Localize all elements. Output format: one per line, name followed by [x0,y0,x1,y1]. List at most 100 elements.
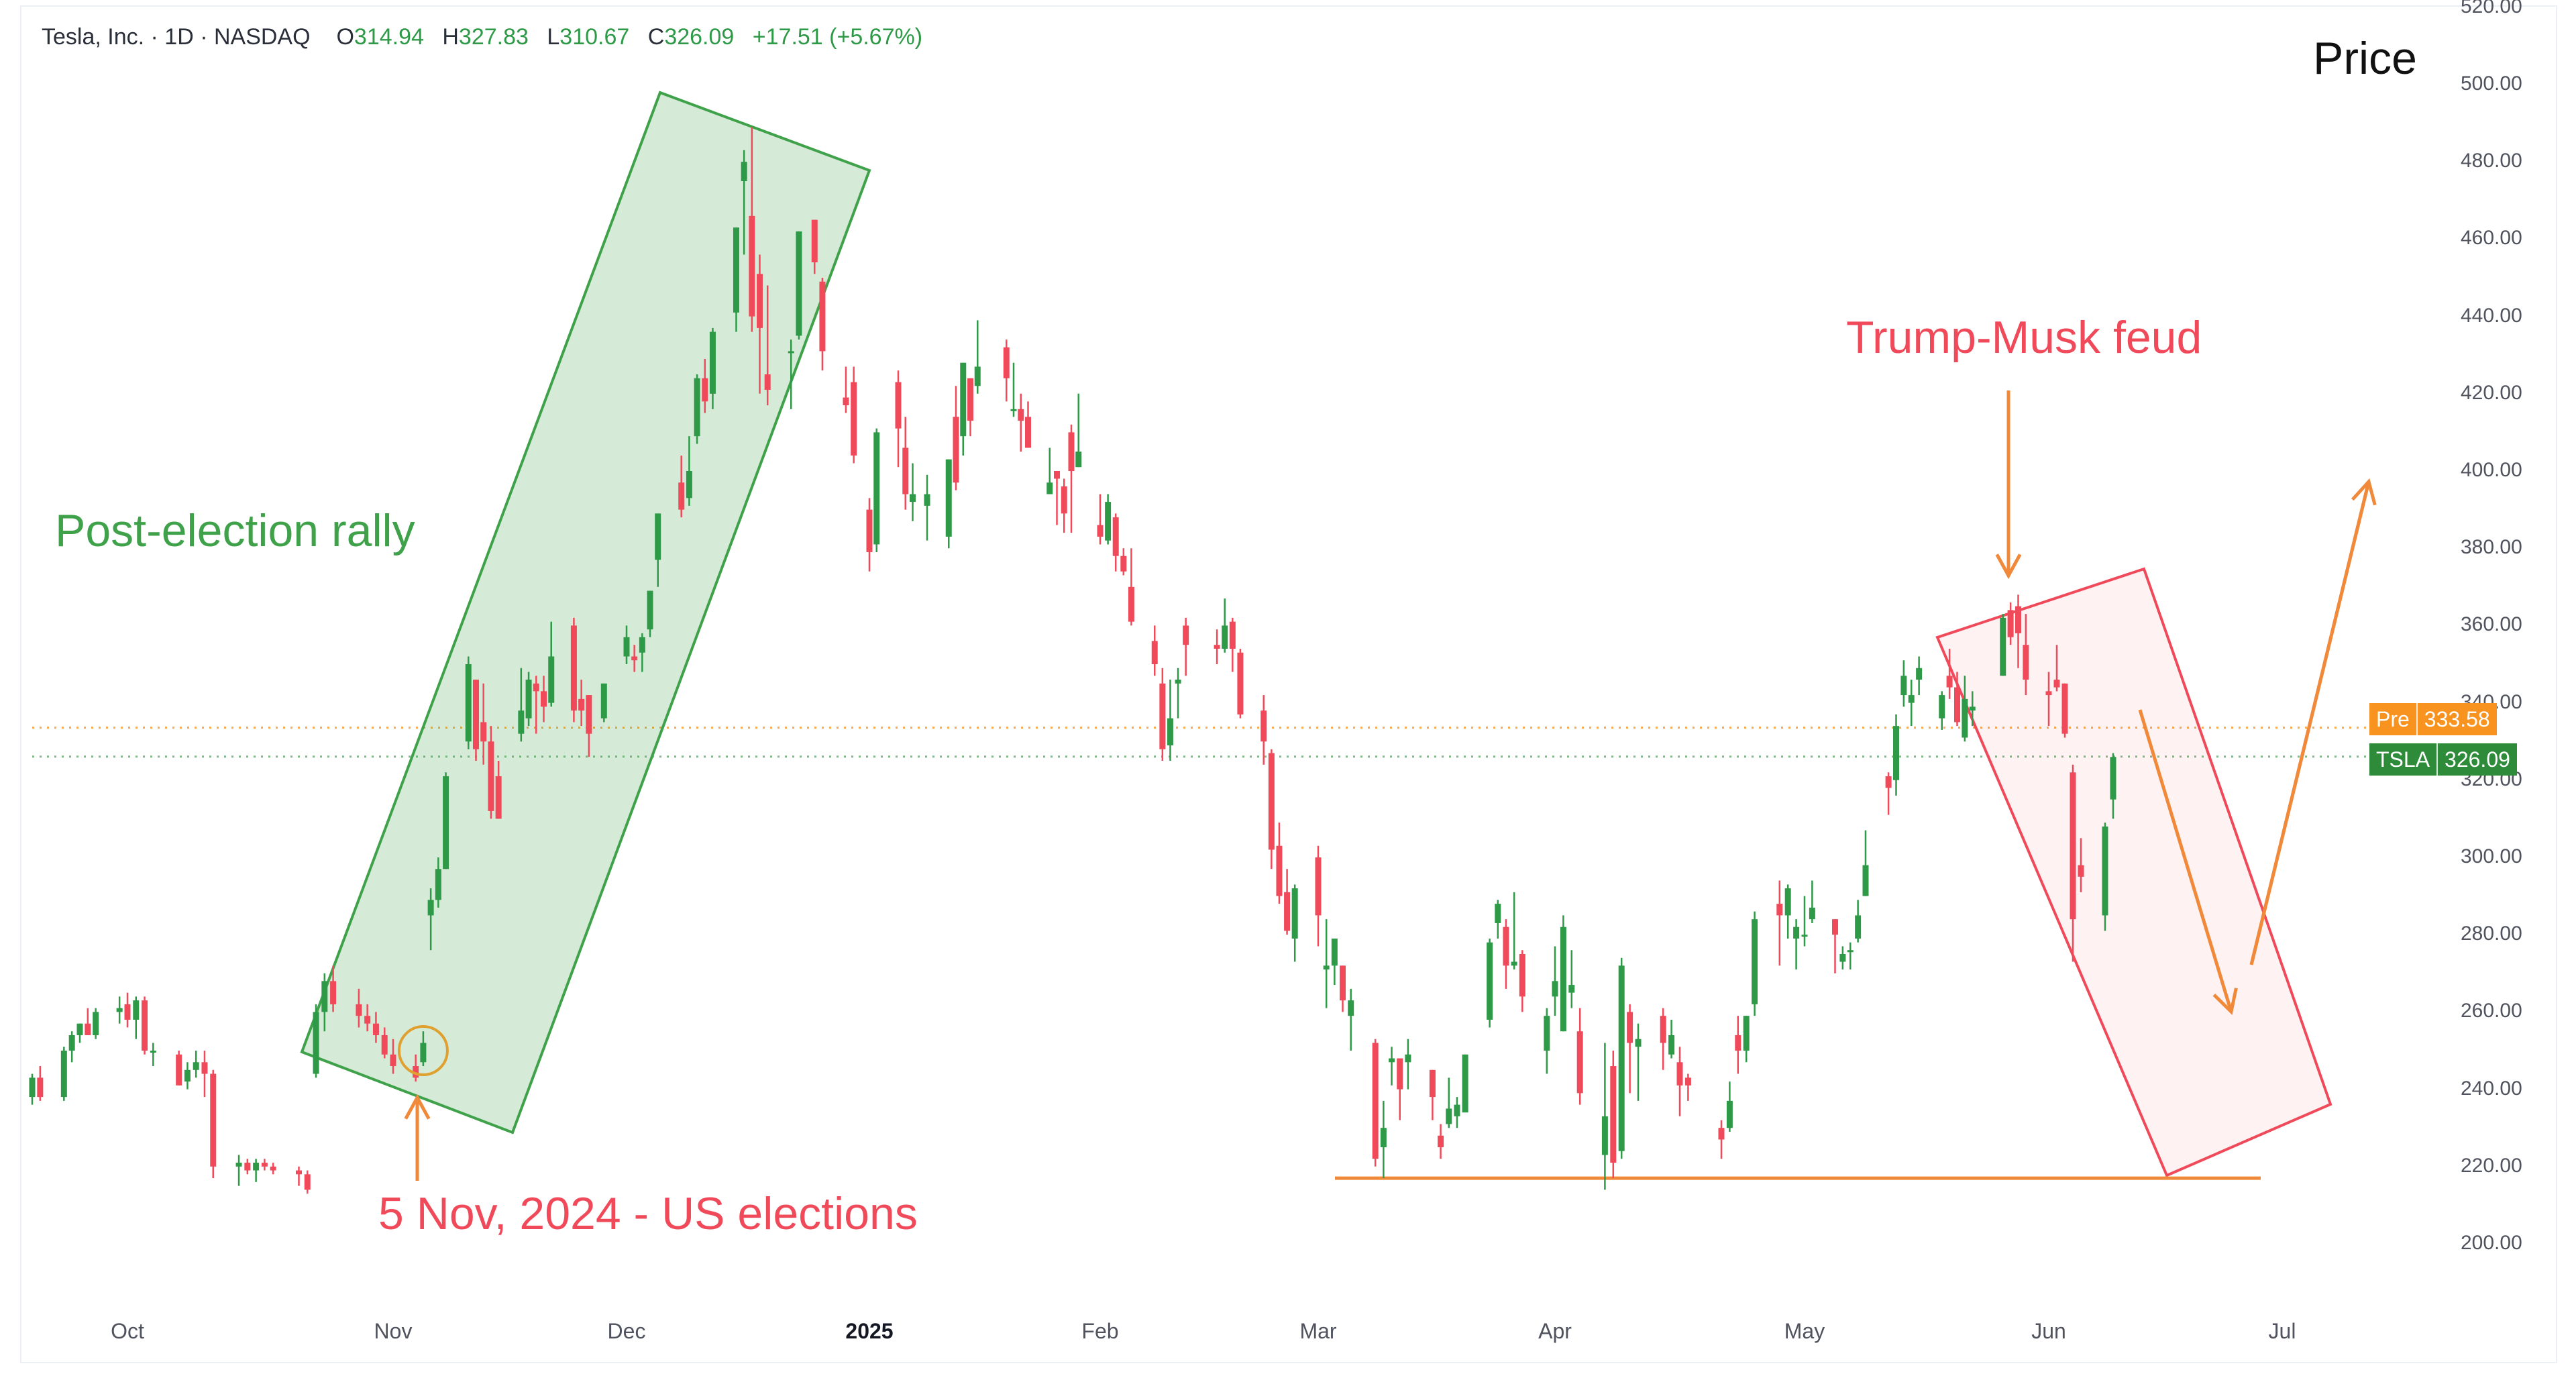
candle-body [133,1000,140,1020]
candle-body [235,1163,242,1167]
candle-body [1183,625,1189,645]
candle-body [1372,1043,1379,1159]
candle-body [945,459,952,537]
candle-body [1025,417,1031,448]
candle-body [93,1012,99,1035]
price-tick-label: 280.00 [2461,922,2522,945]
candle-body [902,447,909,494]
candle-body [1397,1058,1403,1090]
candle-body [639,637,645,653]
feud-channel [1935,567,2332,1177]
candle-body [1340,965,1346,1001]
candle-body [924,494,930,506]
candle-body [1718,1128,1725,1140]
candle-body [1676,1062,1683,1086]
candle-body [1284,892,1291,931]
candle-body [647,590,653,630]
candle-body [142,1000,148,1051]
candle-body [1487,942,1493,1020]
time-tick-label: 2025 [845,1319,894,1343]
price-tick-label: 420.00 [2461,381,2522,404]
candle-body [330,981,337,1004]
close-key: C [647,24,665,50]
candle-body [304,1174,311,1190]
candle-body [2045,691,2052,696]
candle-body [967,378,973,421]
candle-body [1839,954,1846,962]
candle-body [533,683,539,692]
candle-body [1784,888,1791,916]
candle-body [702,378,708,402]
election-arrow [404,1094,431,1181]
candle-body [210,1073,217,1167]
candle-body [655,513,661,560]
candle-body [694,378,700,437]
candle-body [910,494,916,503]
candle-body [570,625,577,711]
candle-body [1855,915,1862,939]
candle-body [2078,865,2084,877]
price-tick-label: 220.00 [2461,1154,2522,1177]
candle-body [76,1023,83,1035]
ticker-label: TSLA [2369,743,2438,776]
high-key: H [442,24,459,50]
candle-body [1128,586,1134,622]
candle-body [1276,845,1283,896]
candle-body [1214,645,1220,649]
candle-body [586,695,592,734]
candle-body [1068,432,1075,471]
candle-body [443,776,449,869]
candle-body [764,374,771,390]
premarket-label: Pre [2369,703,2418,735]
candle-body [1503,927,1509,966]
candle-body [1097,525,1104,537]
candle-body [741,162,747,181]
candle-body [1429,1069,1436,1098]
candle-body [1962,698,1968,738]
candle-body [866,509,873,552]
premarket-price-tag: Pre 333.58 [2369,703,2497,735]
time-tick-label: Dec [607,1319,646,1343]
candle-body [356,1004,362,1016]
open-value: 314.94 [354,24,424,50]
candle-body [811,219,818,262]
candle-body [1601,1116,1608,1155]
candle-body [623,637,630,657]
candle-body [1003,347,1010,378]
candle-body [2053,680,2060,688]
candle-body [488,741,494,811]
candle-body [1635,1039,1642,1047]
candle-body [1229,621,1236,649]
candle-body [1939,695,1945,719]
candle-body [518,710,525,734]
symbol-name: Tesla, Inc. · 1D · NASDAQ [42,24,311,50]
candle-body [1552,981,1558,997]
candle-body [1315,857,1322,916]
candle-body [1010,409,1017,411]
candle-body [1885,776,1892,788]
candle-body [480,722,487,742]
candle-body [1462,1054,1468,1113]
projection-down-arrow [2138,709,2238,1015]
arrow-head [2351,478,2377,506]
candle-body [1348,1000,1354,1016]
candle-body [1454,1104,1460,1116]
candle-body [390,1054,396,1067]
candle-body [1495,904,1501,923]
candle-body [548,656,555,703]
candle-body [525,680,532,719]
candle-body [1291,888,1298,939]
time-tick-label: Apr [1538,1319,1572,1343]
election-marker-circle [397,1025,449,1076]
candle-body [1832,919,1838,935]
candle-body [1519,954,1525,997]
candle-body [1405,1054,1411,1063]
candle-body [1809,907,1815,920]
arrow-head [404,1094,431,1120]
candle-body [1726,1100,1733,1128]
candle-body [1610,1066,1617,1163]
candle-body [1075,452,1082,468]
rally-channel [300,91,871,1134]
